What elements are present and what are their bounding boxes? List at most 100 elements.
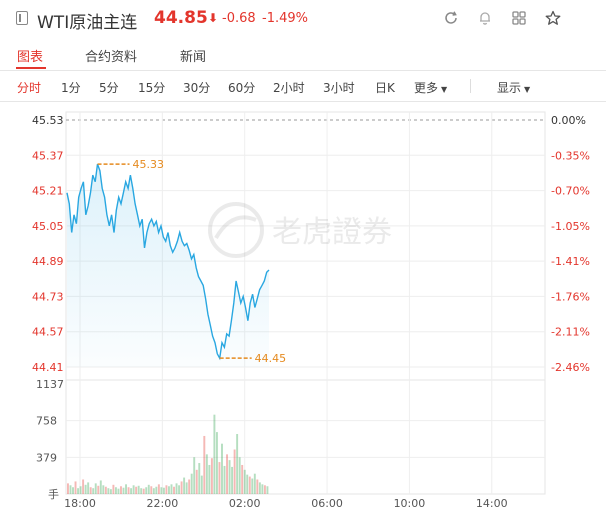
volume-bar [122, 487, 125, 494]
volume-bar [72, 487, 74, 494]
volume-bar [117, 488, 120, 494]
period-30min[interactable]: 30分 [183, 81, 211, 95]
volume-bar [233, 449, 236, 494]
percent-tick-label: -1.05% [551, 220, 590, 233]
percent-tick-label: -0.70% [551, 185, 590, 198]
period-daily[interactable]: 日K [375, 81, 395, 95]
period-5min[interactable]: 5分 [99, 81, 119, 95]
time-tick-label: 10:00 [394, 497, 426, 510]
volume-bar [193, 457, 196, 494]
volume-tick-label: 手 [48, 487, 59, 501]
period-intraday[interactable]: 分时 [17, 81, 42, 95]
percent-tick-label: -1.76% [551, 290, 590, 303]
display-label: 显示 [497, 81, 522, 95]
volume-bar [87, 482, 90, 494]
volume-bar [77, 488, 80, 494]
volume-bar [253, 473, 256, 494]
volume-bar [188, 479, 191, 494]
price-area-fill [67, 164, 269, 367]
volume-bar [248, 476, 251, 494]
volume-bar [258, 482, 261, 494]
refresh-icon[interactable] [443, 10, 459, 26]
price-tick-label: 44.89 [32, 255, 64, 268]
volume-bar [180, 481, 183, 494]
period-2hour[interactable]: 2小时 [273, 81, 305, 95]
volume-bar [221, 443, 223, 494]
instrument-title: WTI原油主连 [37, 13, 138, 33]
volume-bar [185, 482, 188, 494]
last-price: 44.85 [154, 8, 208, 28]
high-low-markers: 45.33 44.45 [97, 158, 287, 365]
volume-bar [160, 487, 163, 494]
price-line [66, 163, 270, 361]
volume-bar [210, 458, 213, 494]
volume-bar [102, 485, 105, 494]
price-tick-label: 45.05 [32, 220, 64, 233]
volume-bar [147, 484, 150, 494]
volume-bar [107, 488, 110, 494]
price-tick-label: 45.21 [32, 185, 64, 198]
price-tick-label: 44.57 [32, 326, 64, 339]
volume-bar [178, 485, 181, 494]
volume-bar [231, 466, 234, 494]
content-tabs: 图表 合约资料 新闻 [0, 40, 606, 71]
volume-bar [142, 488, 145, 494]
volume-bar [195, 469, 198, 494]
chart-frame [65, 111, 546, 495]
chart-grid [65, 111, 546, 495]
period-60min[interactable]: 60分 [228, 81, 256, 95]
volume-bar [175, 483, 178, 494]
volume-bar [155, 486, 158, 494]
volume-bar [165, 485, 168, 494]
display-dropdown[interactable]: 显示 ▼ [497, 79, 530, 96]
panel-toggle-icon[interactable] [16, 11, 28, 25]
volume-bar [84, 484, 87, 494]
volume-bar [238, 457, 241, 494]
volume-bars [67, 414, 269, 494]
period-1min[interactable]: 1分 [61, 81, 81, 95]
volume-bar [218, 462, 221, 494]
grid-icon[interactable] [511, 10, 527, 26]
volume-bar [140, 488, 143, 494]
chevron-down-icon: ▼ [441, 85, 448, 94]
volume-bar [266, 486, 269, 494]
volume-bar [205, 454, 208, 494]
price-change-percent: -1.49% [262, 11, 308, 26]
volume-bar [241, 464, 244, 494]
volume-bar [94, 483, 97, 494]
low-marker-label: 44.45 [255, 352, 287, 365]
volume-bar [104, 486, 107, 494]
volume-bar [213, 414, 216, 494]
volume-bar [125, 484, 127, 494]
volume-bar [137, 485, 140, 494]
volume-bar [79, 486, 82, 494]
volume-bar [120, 486, 122, 494]
percent-tick-label: -0.35% [551, 149, 590, 162]
volume-bar [170, 484, 173, 494]
volume-bar [256, 479, 259, 494]
volume-bar [215, 432, 218, 494]
volume-bar [190, 473, 193, 494]
volume-tick-label: 758 [36, 415, 57, 428]
bell-icon[interactable] [477, 10, 493, 26]
tab-news[interactable]: 新闻 [180, 50, 207, 65]
period-15min[interactable]: 15分 [138, 81, 166, 95]
volume-bar [89, 487, 92, 494]
tab-chart[interactable]: 图表 [17, 50, 44, 65]
volume-bar [246, 474, 249, 494]
more-periods-dropdown[interactable]: 更多 ▼ [414, 79, 447, 96]
star-icon[interactable] [545, 10, 561, 26]
volume-bar [145, 487, 148, 494]
volume-bar [226, 454, 228, 494]
volume-bar [162, 487, 165, 494]
period-3hour[interactable]: 3小时 [323, 81, 355, 95]
chevron-down-icon: ▼ [524, 85, 531, 94]
watermark-logo: 老虎證券 [208, 202, 392, 258]
volume-bar [198, 463, 201, 494]
price-tick-label: 45.53 [32, 114, 64, 127]
volume-bar [208, 464, 211, 494]
volume-bar [150, 486, 153, 494]
volume-bar [203, 435, 206, 494]
tab-contract-info[interactable]: 合约资料 [85, 50, 138, 65]
